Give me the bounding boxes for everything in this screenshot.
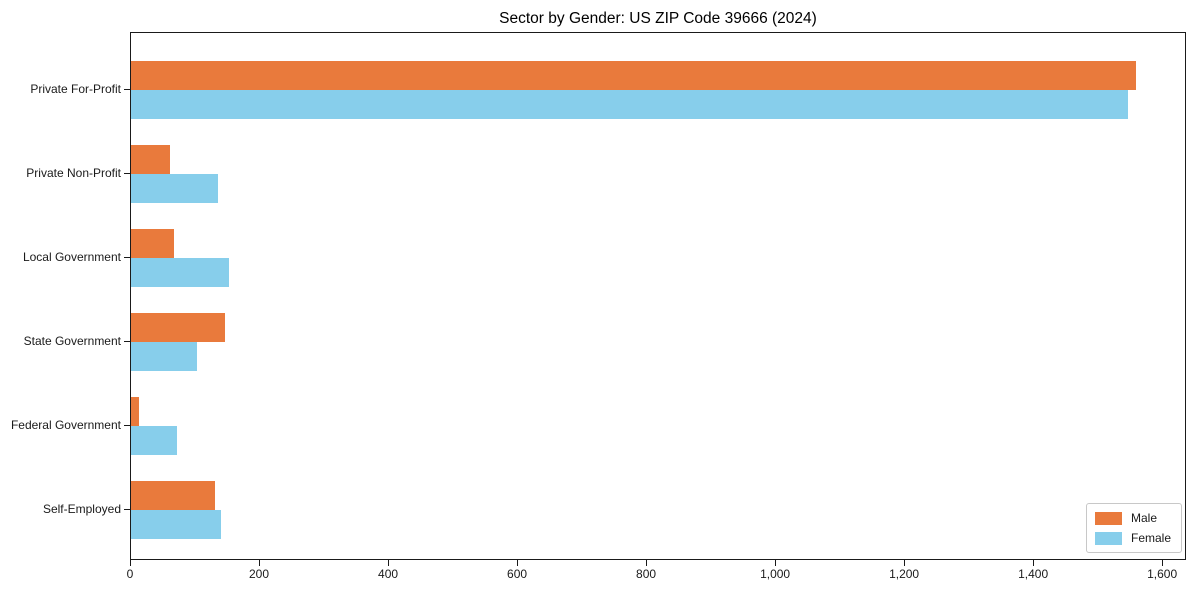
- legend-label-female: Female: [1130, 531, 1171, 545]
- y-tick: [124, 89, 130, 90]
- x-tick: [646, 560, 648, 566]
- bar-male: [131, 61, 1137, 90]
- bar-female: [131, 426, 178, 455]
- x-tick: [259, 560, 261, 566]
- y-axis-label: Private For-Profit: [30, 82, 121, 96]
- x-tick: [130, 560, 131, 566]
- legend-label-male: Male: [1130, 511, 1157, 525]
- legend-swatch-female: [1094, 531, 1122, 545]
- x-tick-label: 600: [507, 567, 528, 581]
- bar-female: [131, 174, 219, 203]
- y-axis-label: Self-Employed: [42, 502, 121, 516]
- legend-item-female: Female: [1094, 531, 1171, 545]
- x-tick: [517, 560, 519, 566]
- bar-female: [131, 510, 222, 539]
- x-tick-label: 0: [126, 567, 134, 581]
- bar-female: [131, 258, 230, 287]
- bar-male: [131, 397, 139, 426]
- bar-male: [131, 313, 226, 342]
- x-tick-label: 200: [249, 567, 270, 581]
- x-tick-label: 1,000: [760, 567, 791, 581]
- y-tick: [124, 425, 130, 426]
- x-tick: [1033, 560, 1035, 566]
- x-tick: [388, 560, 390, 566]
- legend-item-male: Male: [1094, 511, 1171, 525]
- y-tick: [124, 509, 130, 510]
- legend-swatch-male: [1094, 511, 1122, 525]
- bar-male: [131, 145, 170, 174]
- x-tick: [775, 560, 777, 566]
- x-tick-label: 1,600: [1147, 567, 1178, 581]
- x-tick: [1162, 560, 1164, 566]
- x-tick-label: 1,400: [1018, 567, 1049, 581]
- x-tick-label: 400: [378, 567, 399, 581]
- x-tick-label: 800: [636, 567, 657, 581]
- y-axis-label: Local Government: [22, 250, 121, 264]
- y-axis-label: State Government: [23, 334, 121, 348]
- bar-male: [131, 481, 215, 510]
- legend: Male Female: [1085, 503, 1182, 553]
- y-tick: [124, 341, 130, 342]
- bar-female: [131, 90, 1128, 119]
- bar-female: [131, 342, 198, 371]
- y-axis-label: Private Non-Profit: [26, 166, 121, 180]
- bar-male: [131, 229, 175, 258]
- x-tick-label: 1,200: [889, 567, 920, 581]
- x-tick: [904, 560, 906, 566]
- y-tick: [124, 173, 130, 174]
- chart-title: Sector by Gender: US ZIP Code 39666 (202…: [499, 10, 817, 27]
- y-axis-label: Federal Government: [10, 418, 121, 432]
- plot-area: [130, 32, 1186, 560]
- y-tick: [124, 257, 130, 258]
